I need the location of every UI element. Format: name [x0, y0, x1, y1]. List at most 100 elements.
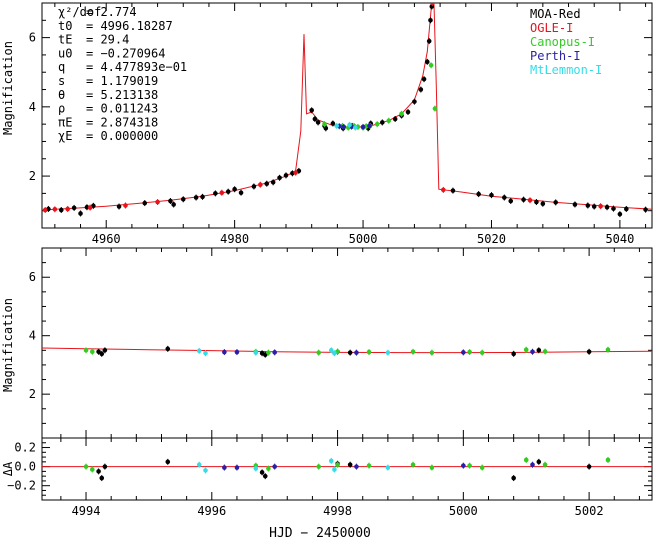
y-tick-label: 0.2 — [14, 441, 36, 455]
data-point — [430, 3, 435, 6]
param-name: s — [58, 74, 65, 88]
data-point — [367, 123, 372, 129]
data-point — [203, 468, 208, 473]
data-point — [266, 466, 271, 471]
x-tick-label: 4960 — [92, 232, 121, 246]
x-tick-label: 5020 — [477, 232, 506, 246]
y-tick-label: 6 — [29, 31, 36, 45]
param-value: = 2.874318 — [86, 115, 158, 129]
data-point — [102, 464, 108, 469]
data-point — [410, 349, 416, 355]
x-tick-label: 4994 — [72, 504, 101, 518]
param-name: q — [58, 60, 65, 74]
data-point — [360, 124, 366, 130]
data-point — [511, 351, 516, 357]
data-point — [309, 108, 314, 113]
data-point — [332, 467, 337, 472]
model-curve — [42, 347, 652, 354]
data-point — [467, 463, 472, 468]
data-point — [219, 190, 225, 195]
data-point — [418, 87, 424, 92]
data-point — [222, 349, 227, 355]
x-tick-label: 5002 — [575, 504, 604, 518]
data-point — [347, 462, 353, 468]
data-point — [586, 349, 592, 355]
data-point — [530, 349, 535, 355]
data-point — [272, 464, 277, 469]
data-point — [328, 348, 334, 353]
data-point — [542, 349, 548, 354]
data-point — [116, 204, 122, 209]
data-point — [392, 116, 398, 122]
data-point — [429, 350, 435, 355]
data-point — [200, 194, 205, 200]
model-parameters: χ²/dof= 2.774 t0 = 4996.18287 tE = 29.4 u0 = −… — [58, 5, 187, 143]
data-point — [604, 204, 610, 210]
param-name: χ²/dof — [58, 5, 101, 19]
data-point — [540, 201, 546, 207]
data-point — [87, 205, 93, 210]
data-point — [426, 38, 432, 44]
data-point — [253, 466, 259, 471]
data-point — [428, 63, 434, 68]
data-point — [225, 189, 231, 194]
data-point — [341, 124, 347, 130]
y-tick-label: 0.0 — [14, 460, 36, 474]
data-point — [450, 188, 456, 193]
data-point — [479, 350, 485, 355]
data-point — [232, 186, 237, 192]
param-value: = 0.000000 — [86, 129, 158, 143]
x-tick-label: 4998 — [323, 504, 352, 518]
data-point — [611, 206, 616, 211]
data-point — [171, 202, 176, 207]
data-point — [502, 195, 507, 200]
data-point — [83, 464, 89, 469]
panel-residuals: 4994 4996 4998 5000 5002 −0.2 0.0 0.2 ΔA — [1, 437, 653, 518]
data-point — [399, 111, 404, 117]
data-point — [530, 462, 535, 468]
data-point — [270, 180, 276, 185]
data-point — [489, 192, 494, 198]
legend-entry: Canopus-I — [530, 35, 595, 49]
data-point — [330, 121, 336, 126]
plot-area — [42, 345, 652, 358]
y-tick-label: 2 — [29, 169, 36, 183]
legend-entry: OGLE-I — [530, 21, 573, 35]
param-value: = 4.477893e−01 — [86, 60, 187, 74]
legend-entry: Perth-I — [530, 49, 581, 63]
data-point — [354, 464, 359, 469]
plot-frame — [41, 2, 653, 229]
data-point — [316, 464, 322, 469]
data-point — [323, 126, 329, 131]
data-point — [585, 203, 591, 208]
x-tick-label: 5000 — [449, 504, 478, 518]
data-point — [508, 198, 514, 204]
data-point — [96, 469, 101, 474]
data-point — [605, 347, 611, 353]
param-value: = 1.179019 — [86, 74, 158, 88]
data-point — [264, 181, 270, 186]
data-point — [253, 350, 259, 355]
data-point — [90, 349, 95, 355]
param-name: tE — [58, 33, 72, 47]
data-point — [180, 196, 186, 202]
data-point — [476, 191, 481, 197]
data-point — [234, 465, 240, 470]
y-axis-label: ΔA — [1, 461, 15, 476]
x-axis-label: HJD − 2450000 — [269, 526, 371, 541]
plot-area — [42, 456, 652, 482]
data-point — [42, 207, 48, 213]
param-value: = 29.4 — [86, 33, 129, 47]
data-point — [58, 207, 64, 213]
data-point — [586, 464, 592, 469]
data-point — [193, 195, 199, 200]
data-point — [168, 198, 173, 204]
data-point — [410, 462, 416, 468]
data-point — [71, 205, 77, 211]
data-point — [424, 59, 430, 65]
plot-frame — [41, 437, 653, 501]
data-point — [142, 200, 148, 206]
data-point — [386, 118, 392, 123]
data-point — [591, 204, 597, 209]
